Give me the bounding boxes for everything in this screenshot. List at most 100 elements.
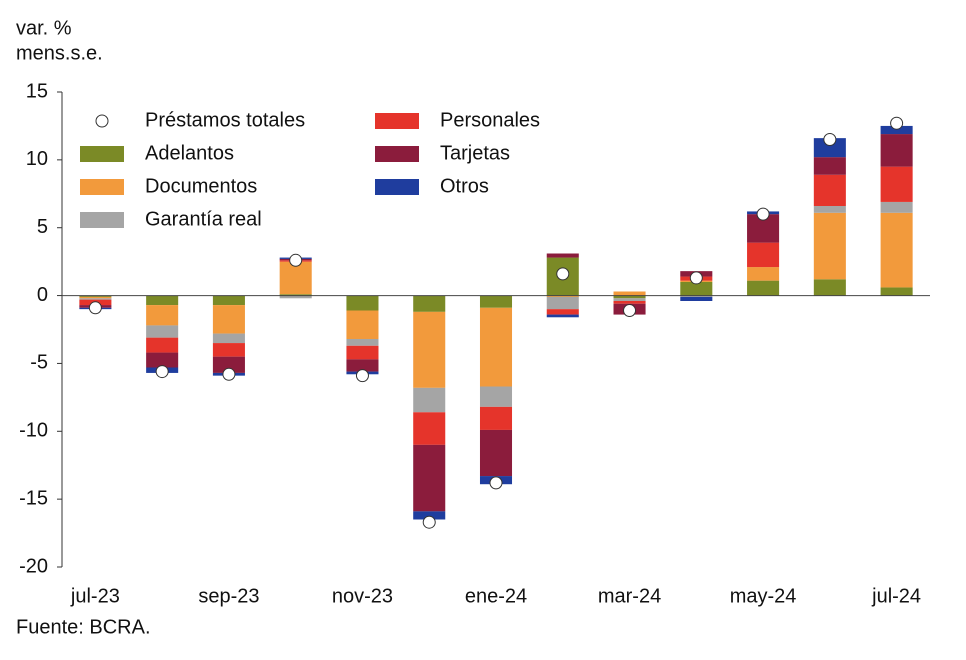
total-dot [222, 367, 236, 381]
y-label: var. % [16, 17, 72, 39]
legend-label: Otros [440, 175, 489, 197]
bar-segment [880, 125, 913, 135]
y-tick-label: -15 [19, 487, 48, 509]
bar-segment [346, 345, 379, 360]
bar-segment [613, 298, 646, 301]
legend-marker [375, 113, 419, 129]
y-tick-label: -10 [19, 420, 48, 442]
bar-segment [346, 310, 379, 339]
y-tick-label: 10 [26, 148, 48, 170]
bar-segment [479, 406, 513, 430]
bar-segment [880, 201, 913, 213]
total-dot [355, 369, 369, 383]
bar-segment [146, 305, 179, 326]
bar-segment [146, 337, 179, 353]
bar-segment [212, 295, 245, 306]
bar-segment [413, 387, 446, 413]
bar-segment [279, 294, 312, 296]
bar-segment [813, 157, 846, 175]
total-dot [155, 365, 169, 379]
bar-segment [146, 295, 179, 306]
total-dot [890, 116, 904, 130]
legend-label: Personales [440, 109, 540, 131]
x-tick-label: sep-23 [198, 585, 259, 607]
x-tick-label: mar-24 [598, 585, 661, 607]
legend-label: Préstamos totales [145, 109, 305, 131]
bar-segment [146, 352, 179, 368]
y-tick-label: -5 [30, 352, 48, 374]
bar-segment [680, 295, 713, 297]
y-label: mens.s.e. [16, 42, 103, 64]
x-tick-label: ene-24 [465, 585, 527, 607]
bar-segment [680, 282, 713, 296]
legend-marker [80, 146, 124, 162]
total-dot [689, 271, 703, 285]
legend-marker [80, 179, 124, 195]
bar-segment [212, 305, 245, 334]
bar-segment [413, 511, 446, 520]
bar-segment [813, 212, 846, 280]
bar-segment [346, 359, 379, 372]
bar-segment [212, 343, 245, 357]
total-dot [289, 253, 303, 267]
bar-segment [212, 356, 245, 373]
x-tick-label: jul-23 [70, 585, 120, 607]
total-dot [422, 515, 436, 529]
bar-segment [413, 412, 446, 445]
bar-segment [546, 253, 579, 258]
bar-segment [546, 309, 579, 315]
bar-segment [546, 314, 579, 318]
legend-marker [95, 114, 109, 128]
bar-segment [880, 287, 913, 296]
bar-segment [479, 386, 513, 407]
bar-segment [680, 296, 713, 301]
bar-segment [79, 295, 112, 297]
y-tick-label: 15 [26, 80, 48, 102]
bar-segment [880, 134, 913, 167]
bar-segment [413, 444, 446, 512]
bar-segment [79, 296, 112, 299]
bar-segment [546, 295, 579, 297]
bar-segment [346, 339, 379, 346]
bar-segment [880, 212, 913, 288]
y-tick-label: -20 [19, 555, 48, 577]
bar-segment [813, 279, 846, 296]
legend-marker [80, 212, 124, 228]
legend-label: Adelantos [145, 142, 234, 164]
bar-segment [413, 295, 446, 312]
bar-segment [279, 261, 312, 295]
legend-marker [375, 179, 419, 195]
x-tick-label: may-24 [730, 585, 797, 607]
bar-segment [613, 291, 646, 296]
bar-segment [813, 138, 846, 158]
bar-segment [346, 295, 379, 311]
bar-segment [79, 298, 112, 300]
source: Fuente: BCRA. [16, 616, 151, 638]
legend-marker [375, 146, 419, 162]
bar-segment [613, 295, 646, 299]
legend-label: Garantía real [145, 208, 262, 230]
bar-segment [546, 296, 579, 310]
legend-label: Tarjetas [440, 142, 510, 164]
total-dot [556, 267, 570, 281]
y-tick-label: 5 [37, 216, 48, 238]
total-dot [623, 304, 637, 317]
total-dot [756, 207, 770, 221]
bar-segment [212, 333, 245, 344]
bar-segment [413, 311, 446, 388]
bar-segment [146, 325, 179, 338]
bar-segment [813, 206, 846, 213]
bar-segment [479, 295, 513, 308]
bar-segment [747, 267, 780, 281]
bar-segment [880, 166, 913, 202]
x-tick-label: nov-23 [332, 585, 393, 607]
bar-segment [747, 280, 780, 296]
bar-segment [813, 174, 846, 206]
y-tick-label: 0 [37, 284, 48, 306]
bar-segment [479, 307, 513, 387]
bar-segment [279, 295, 312, 299]
bar-segment [479, 429, 513, 477]
bar-segment [747, 242, 780, 268]
legend-label: Documentos [145, 175, 257, 197]
